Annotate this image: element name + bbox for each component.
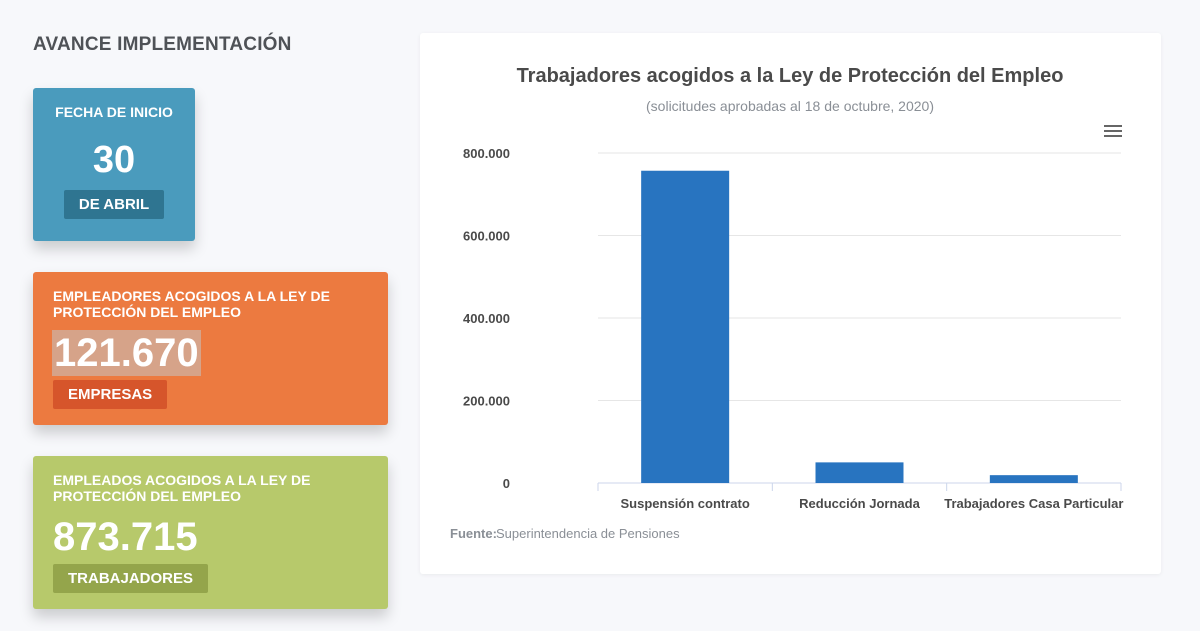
chart-title: Trabajadores acogidos a la Ley de Protec… [517,65,1064,87]
y-tick-label: 200.000 [463,394,510,409]
chart-panel: Trabajadores acogidos a la Ley de Protec… [420,33,1161,574]
y-tick-label: 400.000 [463,311,510,326]
bar[interactable] [641,170,730,484]
source-label: Fuente: [450,526,497,541]
start-date-value: 30 [92,139,136,181]
y-tick-label: 0 [503,476,510,491]
employers-card: EMPLEADORES ACOGIDOS A LA LEY DE PROTECC… [33,272,388,425]
chart-menu-icon[interactable] [1104,125,1122,137]
employers-label: EMPLEADORES ACOGIDOS A LA LEY DE PROTECC… [53,288,330,320]
start-date-label: FECHA DE INICIO [55,104,173,120]
y-tick-label: 800.000 [463,146,510,161]
section-title: AVANCE IMPLEMENTACIÓN [33,34,292,55]
bar[interactable] [815,462,904,483]
employees-value: 873.715 [53,515,198,559]
chart-subtitle: (solicitudes aprobadas al 18 de octubre,… [646,98,934,114]
employees-label: EMPLEADOS ACOGIDOS A LA LEY DE PROTECCIÓ… [53,472,311,504]
employers-value: 121.670 [52,330,201,376]
employees-card: EMPLEADOS ACOGIDOS A LA LEY DE PROTECCIÓ… [33,456,388,609]
start-date-badge: DE ABRIL [63,190,165,219]
bar[interactable] [989,475,1078,483]
source-text: Superintendencia de Pensiones [496,526,680,541]
start-date-card: FECHA DE INICIO 30 DE ABRIL [33,88,195,241]
y-tick-label: 600.000 [463,229,510,244]
x-tick-label: Reducción Jornada [799,496,920,511]
employees-badge: TRABAJADORES [53,564,209,593]
x-tick-label: Suspensión contrato [621,496,750,511]
x-tick-label: Trabajadores Casa Particular [944,496,1123,511]
bar-chart: Trabajadores acogidos a la Ley de Protec… [450,65,1123,541]
employers-badge: EMPRESAS [53,380,168,409]
